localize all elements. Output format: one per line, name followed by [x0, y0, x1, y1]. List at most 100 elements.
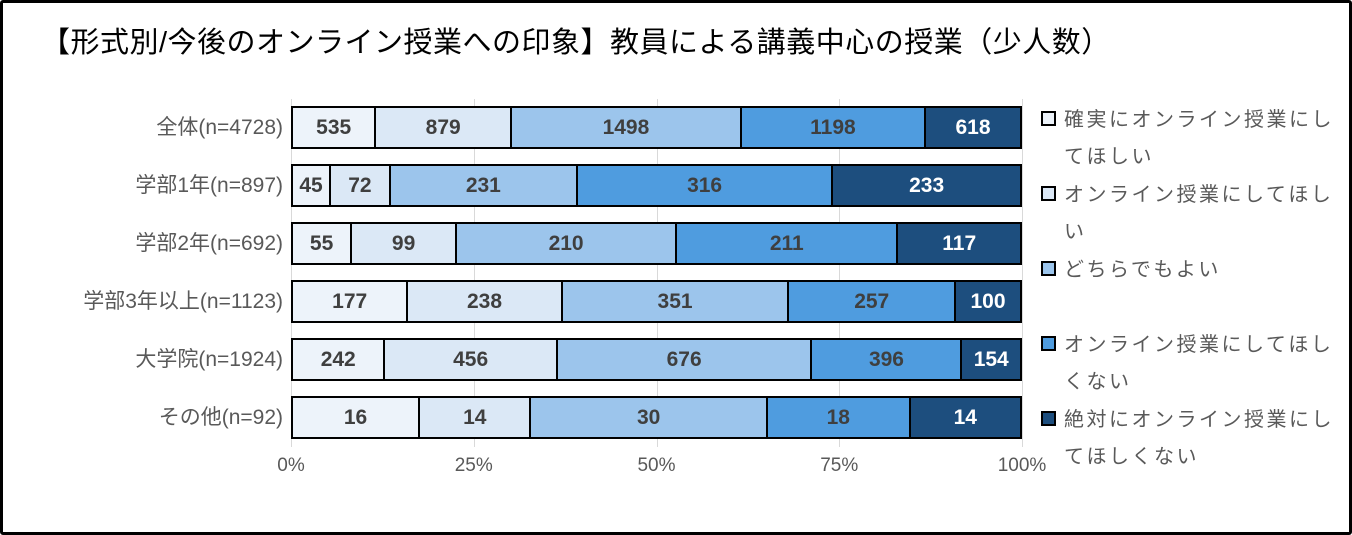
segment-value: 257 [854, 289, 890, 313]
segment-value: 14 [463, 405, 487, 429]
bar-segment: 316 [577, 166, 834, 205]
segment-value: 211 [769, 231, 804, 255]
legend-item: オンライン授業にしてほしい [1041, 177, 1341, 252]
bar-segment: 16 [293, 398, 421, 437]
bar-segment: 30 [531, 398, 768, 437]
bar-segment: 233 [833, 166, 1020, 205]
bar-segment: 242 [293, 340, 386, 379]
bar-segment: 231 [390, 166, 578, 205]
gridline [656, 99, 658, 447]
segment-value: 45 [299, 173, 323, 197]
gridline [839, 99, 841, 447]
category-label: 大学院(n=1924) [135, 348, 283, 371]
bar-segment: 456 [385, 340, 558, 379]
x-tick-label: 25% [454, 455, 493, 476]
segment-value: 1198 [810, 115, 856, 139]
bar-row: 242 456 676 396 154 [291, 338, 1022, 381]
segment-value: 396 [868, 347, 904, 371]
x-tick-label: 75% [820, 455, 859, 476]
legend-swatch [1041, 111, 1056, 126]
legend-item: オンライン授業にしてほしくない [1041, 327, 1341, 402]
stacked-bar-chart: 全体(n=4728) 学部1年(n=897) 学部2年(n=692) 学部3年以上(n… [3, 3, 1349, 532]
bar-segment: 879 [376, 108, 513, 147]
segment-value: 233 [909, 173, 945, 197]
segment-value: 210 [548, 231, 584, 255]
bar-segment: 99 [352, 224, 457, 263]
category-label: 学部3年以上(n=1123) [83, 290, 283, 313]
segment-value: 456 [453, 347, 489, 371]
bar-segment: 211 [677, 224, 899, 263]
bar-row: 177 238 351 257 100 [291, 280, 1022, 323]
segment-value: 879 [425, 115, 461, 139]
segment-value: 1498 [602, 115, 650, 139]
segment-value: 316 [687, 173, 723, 197]
legend-swatch [1041, 411, 1056, 426]
bar-segment: 351 [562, 282, 790, 321]
legend-label: オンライン授業にしてほしくない [1064, 334, 1334, 393]
legend-swatch [1041, 186, 1056, 201]
x-tick-label: 100% [997, 455, 1047, 476]
x-tick-label: 50% [637, 455, 676, 476]
segment-value: 351 [657, 289, 693, 313]
legend-label: 絶対にオンライン授業にしてほしくない [1064, 409, 1334, 468]
bar-segment: 210 [457, 224, 678, 263]
gridline [1022, 99, 1023, 447]
bar-segment: 100 [955, 282, 1021, 321]
legend-label: 確実にオンライン授業にしてほしい [1064, 109, 1334, 168]
segment-value: 99 [391, 231, 416, 255]
legend-swatch [1041, 336, 1056, 351]
category-label: 学部2年(n=692) [135, 232, 283, 255]
bar-segment: 18 [767, 398, 911, 437]
segment-value: 177 [332, 289, 368, 313]
x-tick-label: 0% [277, 455, 305, 476]
segment-value: 100 [970, 289, 1006, 313]
gridline [291, 99, 292, 447]
gridline [473, 99, 475, 447]
bar-segment: 154 [962, 340, 1020, 379]
bar-segment: 676 [557, 340, 813, 379]
segment-value: 535 [316, 115, 352, 139]
bar-segment: 1198 [741, 108, 927, 147]
segment-value: 72 [348, 173, 372, 197]
segment-value: 154 [973, 347, 1009, 371]
bar-segment: 72 [331, 166, 391, 205]
bar-segment: 238 [408, 282, 563, 321]
bar-segment: 396 [812, 340, 963, 379]
segment-value: 676 [666, 347, 702, 371]
segment-value: 117 [942, 231, 977, 255]
bar-row: 45 72 231 316 233 [291, 164, 1022, 207]
bar-segment: 117 [898, 224, 1020, 263]
bar-segment: 45 [293, 166, 332, 205]
segment-value: 18 [826, 405, 850, 429]
segment-value: 55 [309, 231, 334, 255]
bar-segment: 257 [789, 282, 956, 321]
segment-value: 16 [343, 405, 368, 429]
segment-value: 618 [955, 115, 991, 139]
legend-label: どちらでもよい [1064, 259, 1221, 281]
legend-item: 確実にオンライン授業にしてほしい [1041, 102, 1341, 177]
segment-value: 231 [465, 173, 501, 197]
bar-segment: 14 [910, 398, 1020, 437]
segment-value: 242 [320, 347, 356, 371]
legend-label: オンライン授業にしてほしい [1064, 184, 1334, 243]
segment-value: 30 [637, 405, 661, 429]
bar-segment: 177 [293, 282, 409, 321]
legend: 確実にオンライン授業にしてほしい オンライン授業にしてほしいどちらでもよいオンライ… [1041, 102, 1341, 477]
bar-segment: 14 [420, 398, 532, 437]
legend-swatch [1041, 261, 1056, 276]
bar-row: 16 14 30 18 14 [291, 396, 1022, 439]
segment-value: 14 [953, 405, 977, 429]
category-label: 学部1年(n=897) [135, 174, 283, 197]
segment-value: 238 [466, 289, 503, 313]
bar-row: 535 879 1498 1198 618 [291, 106, 1022, 149]
bar-segment: 535 [293, 108, 377, 147]
bar-segment: 618 [926, 108, 1021, 147]
category-label: その他(n=92) [158, 406, 283, 429]
chart-title: 【形式別/今後のオンライン授業への印象】教員による講義中心の授業（少人数） [41, 27, 1111, 59]
legend-item: 絶対にオンライン授業にしてほしくない [1041, 402, 1341, 477]
bar-segment: 55 [293, 224, 353, 263]
bar-segment: 1498 [512, 108, 742, 147]
category-label: 全体(n=4728) [156, 116, 283, 139]
legend-item: どちらでもよい [1041, 252, 1341, 327]
